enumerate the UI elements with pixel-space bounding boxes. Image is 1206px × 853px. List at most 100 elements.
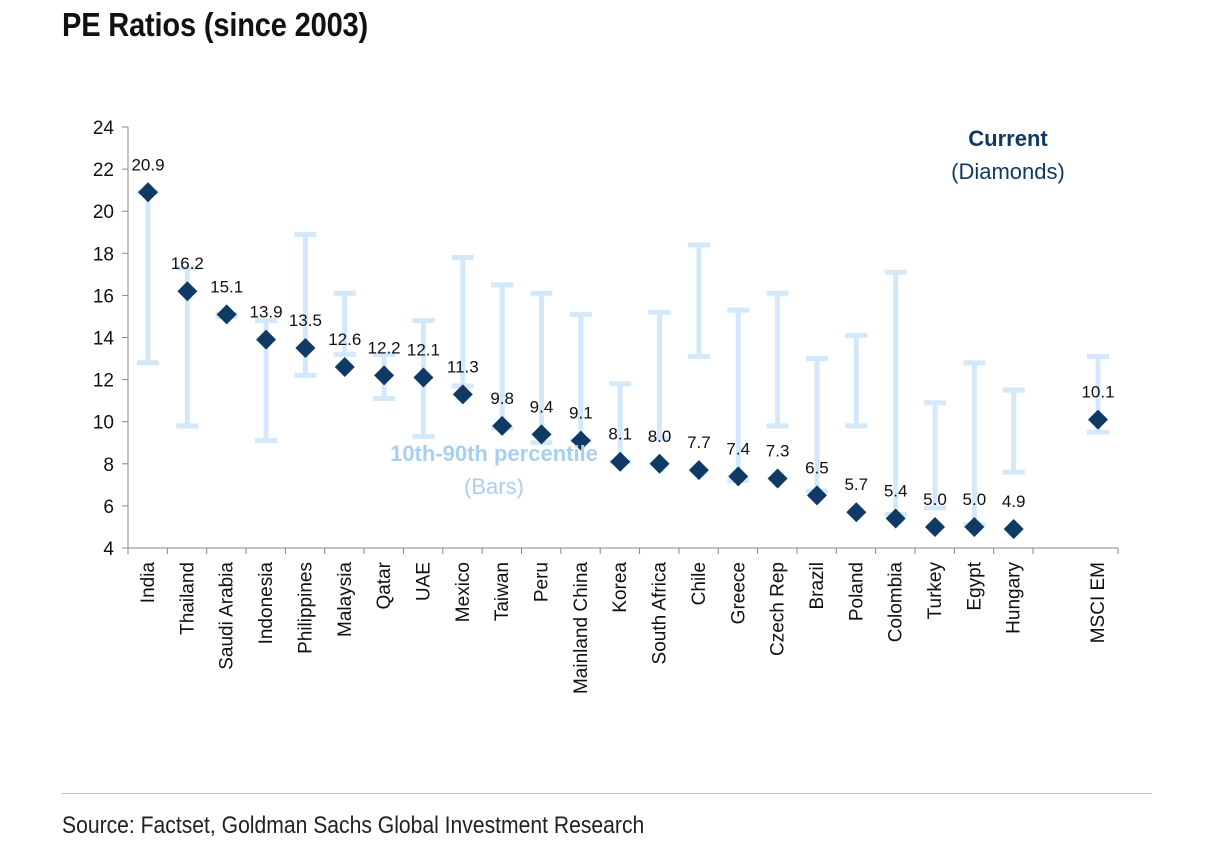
current-diamond (925, 516, 945, 537)
source-note: Source: Factset, Goldman Sachs Global In… (62, 812, 645, 839)
annotations: Current (Diamonds) 10th-90th percentile … (390, 126, 1065, 499)
percentile-bar (884, 269, 907, 517)
footer-divider (62, 793, 1152, 794)
data-label: 15.1 (210, 277, 243, 296)
current-diamond (334, 356, 355, 377)
data-label: 12.6 (328, 330, 361, 349)
category-labels: India Thailand Saudi Arabia Indonesia Philip… (138, 561, 1109, 694)
y-tick-label: 12 (93, 371, 114, 392)
percentile-annotation-subtitle: (Bars) (464, 474, 524, 499)
y-tick-label: 24 (93, 118, 115, 139)
percentile-annotation-title: 10th-90th percentile (390, 441, 598, 466)
current-diamond (295, 338, 316, 359)
category-label: Saudi Arabia (217, 562, 238, 670)
data-label: 9.1 (569, 404, 593, 423)
category-label: Egypt (964, 561, 985, 610)
category-label: Philippines (295, 562, 316, 654)
percentile-bar (648, 309, 671, 442)
value-labels: 20.9 16.2 15.1 13.9 13.5 12.6 12.2 12.1 11.3 9.8 9… (131, 155, 1114, 511)
data-label: 11.3 (447, 357, 479, 376)
y-tick-label: 14 (93, 329, 115, 350)
data-label: 10.1 (1081, 383, 1114, 402)
category-label: Poland (846, 562, 867, 621)
category-label: South Africa (650, 562, 671, 665)
current-diamond (374, 365, 395, 386)
current-diamond (570, 430, 591, 451)
current-diamond (806, 485, 827, 506)
y-tick-label: 18 (93, 244, 114, 265)
category-label: Peru (532, 562, 553, 602)
current-diamond (1003, 519, 1024, 540)
pe-ratio-chart: 4 6 8 10 12 14 16 18 20 22 24 20.9 16.2 15.1 13.9 13.5… (93, 118, 1119, 694)
data-label: 8.1 (608, 425, 632, 444)
data-label: 12.1 (407, 340, 440, 359)
current-diamonds (138, 182, 1108, 540)
current-diamond (216, 304, 237, 325)
data-label: 12.2 (368, 338, 401, 357)
percentile-bar (766, 290, 789, 429)
current-diamond (649, 453, 670, 474)
category-label: UAE (413, 562, 434, 601)
current-diamond (1088, 409, 1108, 430)
data-label: 13.9 (250, 303, 283, 322)
y-tick-label: 6 (103, 497, 114, 518)
data-label: 7.3 (766, 442, 790, 461)
percentile-bar (137, 189, 159, 366)
category-label: Chile (689, 562, 710, 605)
category-label: Indonesia (256, 562, 277, 645)
category-label: Hungary (1004, 562, 1025, 634)
category-label: Mexico (453, 562, 474, 622)
current-diamond (964, 516, 985, 537)
category-label: Qatar (374, 561, 395, 609)
current-diamond (177, 281, 198, 302)
y-tick-label: 10 (93, 413, 114, 434)
category-label: Greece (728, 562, 749, 624)
current-diamond (492, 415, 513, 436)
current-diamond (452, 384, 473, 405)
category-label: Korea (610, 562, 631, 613)
percentile-bar (1002, 387, 1025, 475)
category-label: Thailand (177, 562, 198, 635)
y-tick-label: 22 (93, 160, 114, 181)
data-label: 9.8 (490, 389, 514, 408)
current-diamond (610, 451, 631, 472)
current-annotation-subtitle: (Diamonds) (951, 159, 1065, 184)
category-label: Colombia (886, 562, 907, 643)
data-label: 20.9 (131, 155, 164, 174)
category-label: Mainland China (571, 562, 592, 694)
category-label: India (138, 562, 159, 604)
current-diamond (728, 466, 749, 487)
current-diamond (138, 182, 158, 203)
data-label: 4.9 (1002, 492, 1026, 511)
data-label: 6.5 (805, 458, 829, 477)
data-label: 7.7 (687, 433, 711, 452)
data-label: 13.5 (289, 311, 322, 330)
current-annotation-title: Current (968, 126, 1048, 151)
percentile-bar (609, 381, 632, 465)
current-diamond (846, 502, 867, 523)
category-label: Czech Rep (768, 562, 789, 656)
current-diamond (413, 367, 434, 388)
category-label: Brazil (807, 562, 828, 610)
percentile-bar (530, 290, 553, 446)
current-diamond (256, 329, 277, 350)
percentile-bar (924, 400, 946, 511)
category-label: Turkey (925, 562, 946, 620)
data-label: 5.0 (963, 490, 987, 509)
category-label: Taiwan (492, 562, 513, 621)
percentile-bar (845, 332, 868, 429)
y-tick-label: 8 (103, 455, 114, 476)
category-label: MSCI EM (1088, 562, 1109, 643)
data-label: 5.4 (884, 482, 908, 501)
data-label: 7.4 (726, 439, 750, 458)
y-tick-label: 4 (103, 539, 114, 560)
y-tick-label: 16 (93, 286, 114, 307)
data-label: 16.2 (171, 254, 204, 273)
data-label: 8.0 (648, 427, 672, 446)
current-diamond (688, 460, 709, 481)
current-diamond (885, 508, 906, 529)
chart-axes: 4 6 8 10 12 14 16 18 20 22 24 (93, 118, 1119, 560)
percentile-bars (137, 189, 1109, 528)
percentile-bar (333, 290, 356, 357)
current-diamond (767, 468, 788, 489)
